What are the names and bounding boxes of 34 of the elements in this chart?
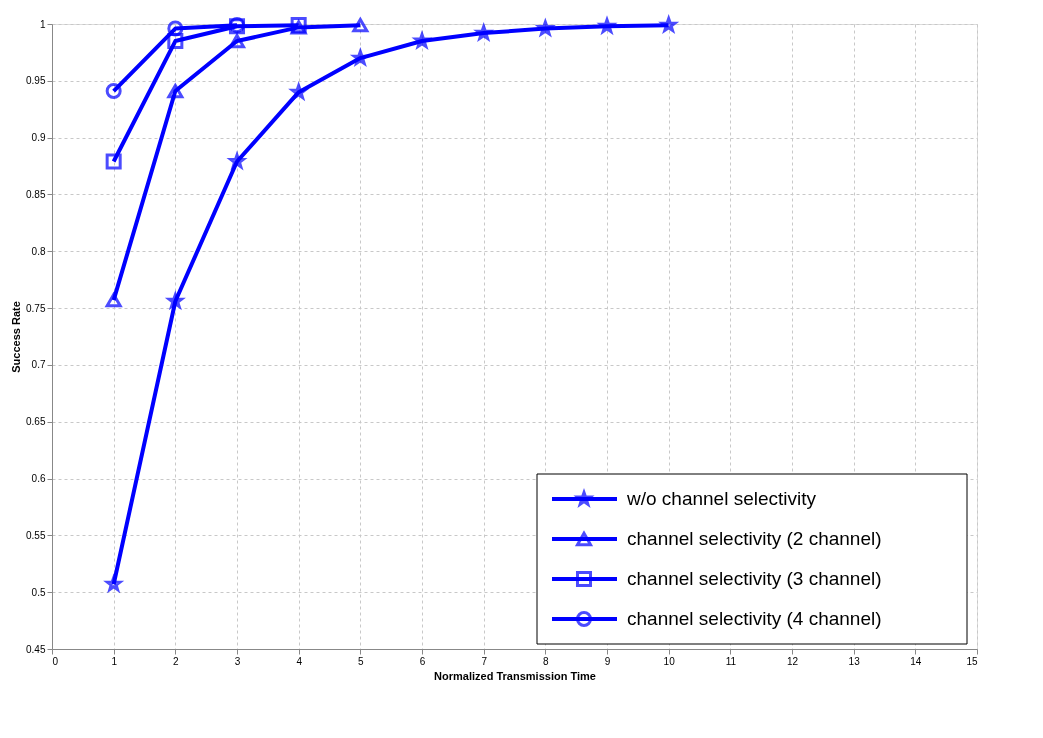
x-tick-label: 5: [358, 655, 365, 667]
y-tick-label: 0.9: [31, 132, 46, 144]
y-tick-label: 0.8: [31, 245, 46, 257]
y-tick-label: 0.65: [26, 416, 46, 428]
x-tick-label: 2: [173, 655, 180, 667]
legend-label: channel selectivity (2 channel): [627, 528, 882, 549]
x-tick-label: 0: [52, 655, 59, 667]
x-tick-label: 10: [663, 655, 676, 667]
x-tick-label: 13: [848, 655, 861, 667]
legend-label: channel selectivity (3 channel): [627, 568, 882, 589]
y-tick-label: 0.7: [31, 359, 46, 371]
y-tick-label: 0.55: [26, 529, 46, 541]
legend-label: w/o channel selectivity: [626, 488, 817, 509]
x-axis-title: Normalized Transmission Time: [434, 669, 596, 682]
y-tick-label: 0.85: [26, 188, 46, 200]
legend-label: channel selectivity (4 channel): [627, 608, 882, 629]
x-tick-label: 8: [543, 655, 550, 667]
y-tick-label: 0.75: [26, 302, 46, 314]
y-tick-label: 0.95: [26, 75, 46, 87]
y-tick-label: 0.45: [26, 643, 46, 655]
x-tick-label: 12: [786, 655, 799, 667]
x-tick-label: 11: [725, 655, 737, 667]
x-tick-label: 15: [966, 655, 978, 667]
x-tick-label: 7: [481, 655, 488, 667]
y-tick-label: 1: [39, 18, 46, 30]
y-axis-title: Success Rate: [10, 301, 23, 373]
y-tick-label: 0.5: [31, 586, 46, 598]
x-tick-label: 1: [111, 655, 118, 667]
x-tick-label: 3: [234, 655, 241, 667]
x-tick-label: 14: [910, 655, 922, 667]
x-tick-label: 4: [296, 655, 303, 667]
y-tick-label: 0.6: [31, 473, 46, 485]
x-tick-label: 9: [604, 655, 611, 667]
x-tick-label: 6: [419, 655, 426, 667]
